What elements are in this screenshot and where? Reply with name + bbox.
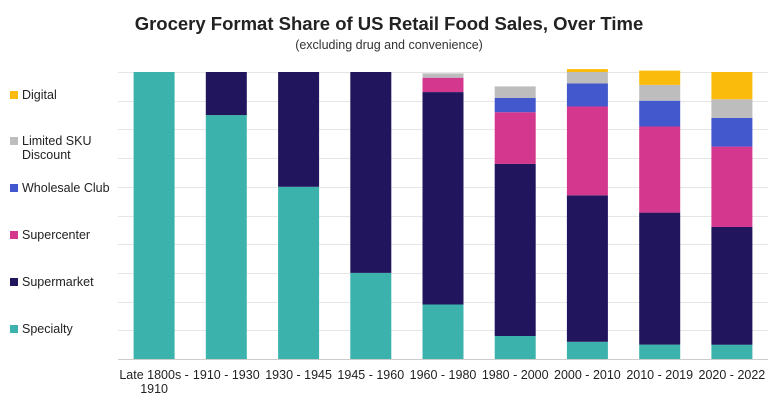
legend-swatch: [10, 184, 18, 192]
bar-segment-specialty-1960-1980: [422, 304, 464, 359]
bar-segment-specialty-1945-1960: [350, 272, 392, 359]
legend-swatch: [10, 325, 18, 333]
bar-segment-supercenter-2010-2019: [639, 126, 681, 213]
bar-segment-supermarket-1945-1960: [350, 72, 392, 273]
bars: [133, 69, 753, 359]
bar-segment-supermarket-2000-2010: [566, 195, 608, 342]
legend-swatch: [10, 231, 18, 239]
legend-label: Supercenter: [22, 228, 91, 242]
legend-swatch: [10, 137, 18, 145]
bar-segment-wholesale-club-2000-2010: [566, 83, 608, 107]
bar-segment-digital-2020-2022: [711, 72, 753, 100]
bar-segment-supermarket-2010-2019: [639, 212, 681, 345]
bar-segment-limited-sku-discount-1980-2000: [494, 86, 536, 98]
bar-segment-supermarket-1910-1930: [205, 72, 247, 116]
bar-segment-specialty-1910-1930: [205, 115, 247, 359]
bar-segment-limited-sku-discount-2020-2022: [711, 99, 753, 118]
bar-segment-limited-sku-discount-1960-1980: [422, 73, 464, 78]
bar-segment-limited-sku-discount-2000-2010: [566, 72, 608, 84]
bar-segment-digital-2010-2019: [639, 70, 681, 85]
bar-segment-supercenter-2000-2010: [566, 106, 608, 196]
legend-label: Supermarket: [22, 275, 94, 289]
bar-segment-digital-2000-2010: [566, 69, 608, 72]
legend-label: Specialty: [22, 322, 73, 336]
bar-segment-specialty-2010-2019: [639, 344, 681, 359]
bar-segment-limited-sku-discount-2010-2019: [639, 84, 681, 101]
bar-segment-specialty-1980-2000: [494, 336, 536, 359]
legend-label: Digital: [22, 88, 57, 102]
legend-swatch: [10, 278, 18, 286]
bar-segment-supermarket-1980-2000: [494, 163, 536, 336]
bar-segment-supermarket-1930-1945: [278, 72, 320, 187]
bar-segment-supermarket-2020-2022: [711, 227, 753, 345]
legend: Digital Limited SKU Discount Wholesale Club…: [10, 0, 120, 402]
x-tick-labels: Late 1800s -1910 1910 - 1930 1930 - 1945 19…: [119, 368, 765, 396]
chart-subtitle: (excluding drug and convenience): [295, 38, 483, 52]
legend-swatch: [10, 91, 18, 99]
legend-label: Limited SKU Discount: [22, 134, 92, 162]
bar-segment-specialty-late-1800s-1910: [133, 72, 175, 359]
x-tick-label: 1930 - 1945: [265, 368, 332, 382]
bar-segment-specialty-1930-1945: [278, 186, 320, 359]
x-tick-label: 2000 - 2010: [554, 368, 621, 382]
x-tick-label: 1980 - 2000: [482, 368, 549, 382]
bar-segment-wholesale-club-1980-2000: [494, 97, 536, 113]
x-tick-label: 1945 - 1960: [337, 368, 404, 382]
legend-label: Wholesale Club: [22, 181, 110, 195]
x-tick-label: 2010 - 2019: [626, 368, 693, 382]
bar-segment-wholesale-club-2020-2022: [711, 117, 753, 147]
bar-segment-specialty-2000-2010: [566, 341, 608, 359]
chart-title: Grocery Format Share of US Retail Food S…: [134, 13, 644, 34]
bar-segment-supercenter-2020-2022: [711, 146, 753, 227]
x-tick-label: 1960 - 1980: [410, 368, 477, 382]
bar-segment-supercenter-1980-2000: [494, 112, 536, 164]
bar-segment-wholesale-club-2010-2019: [639, 100, 681, 127]
bar-segment-supercenter-1960-1980: [422, 77, 464, 92]
bar-segment-specialty-2020-2022: [711, 344, 753, 359]
x-tick-label: 1910 - 1930: [193, 368, 260, 382]
x-tick-label: 2020 - 2022: [699, 368, 766, 382]
x-tick-label: Late 1800s -1910: [119, 368, 189, 396]
bar-segment-supermarket-1960-1980: [422, 92, 464, 305]
